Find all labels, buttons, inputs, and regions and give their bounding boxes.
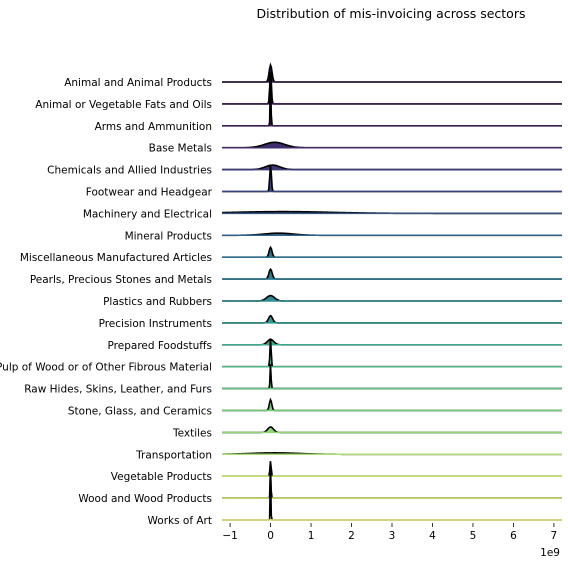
row-label: Stone, Glass, and Ceramics (68, 406, 212, 418)
row-label: Pulp of Wood or of Other Fibrous Materia… (0, 362, 212, 374)
x-tick-label: 1 (308, 530, 315, 542)
row-label: Textiles (172, 427, 212, 439)
row-label: Works of Art (148, 515, 212, 527)
x-tick-label: 7 (551, 530, 558, 542)
x-tick-label: −1 (222, 530, 237, 542)
ridge-rows: Animal and Animal Products Animal or Vege… (0, 62, 562, 527)
ridge-19: Wood and Wood Products (78, 467, 562, 505)
ridge-outline (222, 62, 562, 83)
ridge-13: Pulp of Wood or of Other Fibrous Materia… (0, 338, 562, 374)
row-label: Base Metals (149, 143, 212, 155)
ridge-9: Pearls, Precious Stones and Metals (30, 267, 562, 286)
row-label: Raw Hides, Skins, Leather, and Furs (24, 384, 212, 396)
row-label: Animal or Vegetable Fats and Oils (35, 99, 212, 111)
ridge-18: Vegetable Products (111, 461, 562, 483)
ridge-2: Arms and Ammunition (95, 74, 562, 133)
ridge-12: Prepared Foodstuffs (108, 338, 562, 352)
x-tick-label: 5 (470, 530, 477, 542)
ridge-outline (222, 461, 562, 477)
ridge-1: Animal or Vegetable Fats and Oils (35, 71, 562, 111)
ridge-20: Works of Art (148, 469, 562, 527)
chart-title: Distribution of mis-invoicing across sec… (256, 6, 525, 21)
row-label: Machinery and Electrical (83, 208, 212, 220)
ridge-10: Plastics and Rubbers (103, 294, 562, 308)
row-label: Footwear and Headgear (86, 187, 213, 199)
x-tick-label: 2 (348, 530, 355, 542)
row-label: Transportation (135, 449, 212, 461)
ridge-4: Chemicals and Allied Industries (47, 164, 562, 177)
ridge-outline (222, 467, 562, 499)
ridge-fill (222, 461, 562, 477)
ridge-0: Animal and Animal Products (64, 62, 562, 89)
row-label: Mineral Products (125, 230, 212, 242)
ridge-6: Machinery and Electrical (83, 208, 562, 220)
row-label: Wood and Wood Products (78, 493, 212, 505)
row-label: Plastics and Rubbers (103, 296, 212, 308)
ridge-fill (222, 364, 562, 389)
row-label: Prepared Foodstuffs (108, 340, 212, 352)
ridge-7: Mineral Products (125, 230, 562, 242)
x-tick-label: 6 (510, 530, 517, 542)
x-axis: −1 0 1 2 3 4 5 6 7 (222, 523, 557, 542)
ridge-fill (222, 467, 562, 499)
ridge-5: Footwear and Headgear (86, 164, 562, 199)
row-label: Arms and Ammunition (95, 121, 212, 133)
row-label: Vegetable Products (111, 471, 212, 483)
x-tick-label: 3 (389, 530, 396, 542)
ridge-outline (222, 267, 562, 280)
x-tick-label: 4 (429, 530, 436, 542)
ridge-fill (222, 469, 562, 520)
ridge-outline (222, 469, 562, 521)
ridge-14: Raw Hides, Skins, Leather, and Furs (24, 364, 562, 396)
row-label: Precision Instruments (99, 318, 212, 330)
ridge-outline (222, 397, 562, 412)
row-label: Animal and Animal Products (64, 77, 212, 89)
x-tick-label: 0 (267, 530, 274, 542)
ridge-17: Transportation (135, 449, 562, 461)
ridge-outline (222, 364, 562, 390)
ridge-15: Stone, Glass, and Ceramics (68, 397, 562, 418)
ridge-16: Textiles (172, 426, 562, 439)
ridge-3: Base Metals (149, 141, 562, 155)
row-label: Chemicals and Allied Industries (47, 165, 212, 177)
row-label: Miscellaneous Manufactured Articles (20, 252, 212, 264)
ridge-11: Precision Instruments (99, 314, 562, 330)
ridge-8: Miscellaneous Manufactured Articles (20, 245, 562, 264)
row-label: Pearls, Precious Stones and Metals (30, 274, 212, 286)
x-offset-label: 1e9 (540, 547, 560, 559)
ridge-outline (222, 245, 562, 258)
